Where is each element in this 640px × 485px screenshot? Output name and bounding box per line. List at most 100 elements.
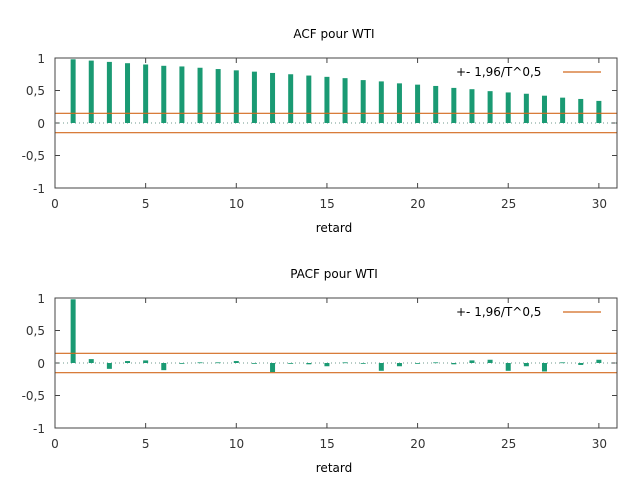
acf-y-tick-labels: 1 0,5 0 -0,5 -1 (22, 52, 45, 196)
pacf-bar (270, 363, 276, 373)
pacf-bar (523, 363, 529, 367)
pacf-bar (88, 359, 94, 363)
acf-bar (233, 70, 239, 123)
pacf-y-tick-label: -1 (33, 422, 45, 436)
pacf-y-tick-label: 1 (37, 292, 45, 306)
pacf-y-tick-label: -0,5 (22, 389, 45, 403)
pacf-bar (378, 363, 384, 371)
acf-x-axis-label: retard (316, 221, 352, 235)
acf-x-tick-label: 0 (51, 197, 59, 211)
pacf-bar (342, 362, 348, 364)
acf-bar (161, 65, 167, 123)
acf-x-tick-label: 30 (592, 197, 607, 211)
pacf-bar (143, 360, 149, 363)
pacf-bar (396, 363, 402, 367)
acf-bar (451, 87, 457, 123)
acf-bar (324, 76, 330, 123)
pacf-bar (415, 363, 421, 364)
acf-y-tick-label: -1 (33, 182, 45, 196)
acf-x-tick-label: 15 (320, 197, 335, 211)
pacf-bar (324, 363, 330, 367)
acf-plot-frame (54, 57, 618, 189)
pacf-bar (469, 360, 475, 363)
acf-bar (396, 83, 402, 123)
pacf-x-tick-label: 15 (320, 437, 335, 451)
pacf-legend-label: +- 1,96/T^0,5 (456, 305, 541, 319)
acf-bar (125, 63, 131, 123)
acf-title: ACF pour WTI (293, 27, 374, 41)
acf-bar (487, 91, 493, 123)
pacf-bar (360, 363, 366, 364)
acf-bar (251, 71, 257, 123)
pacf-bar (541, 363, 547, 372)
pacf-x-tick-label: 20 (410, 437, 425, 451)
pacf-bar (251, 363, 257, 364)
acf-y-tick-label: 1 (37, 52, 45, 66)
pacf-x-tick-label: 5 (142, 437, 150, 451)
acf-bar (433, 85, 439, 123)
pacf-bar (560, 362, 566, 364)
pacf-bar (451, 363, 457, 365)
pacf-bar (70, 299, 76, 363)
acf-bar (197, 67, 203, 123)
acf-x-tick-labels: 0 5 10 15 20 25 30 (51, 197, 607, 211)
pacf-bar (505, 363, 511, 371)
acf-x-tick-label: 5 (142, 197, 150, 211)
acf-x-tick-label: 25 (501, 197, 516, 211)
acf-bar (88, 60, 94, 123)
acf-bar (378, 81, 384, 123)
acf-bar (469, 89, 475, 123)
acf-bar (70, 59, 76, 123)
acf-bar (342, 78, 348, 123)
pacf-bar (233, 361, 239, 363)
acf-bar (143, 64, 149, 123)
acf-panel: ACF pour WTI 1 0,5 0 -0,5 -1 0 5 10 15 2… (22, 27, 618, 235)
pacf-y-tick-label: 0 (37, 357, 45, 371)
acf-bar (270, 72, 276, 123)
acf-y-tick-label: 0 (37, 117, 45, 131)
pacf-x-axis-label: retard (316, 461, 352, 475)
acf-bar (560, 97, 566, 123)
pacf-bar (179, 363, 185, 364)
acf-bar (179, 66, 185, 123)
acf-bar (306, 75, 312, 123)
pacf-plot-frame (54, 297, 618, 429)
pacf-x-tick-labels: 0 5 10 15 20 25 30 (51, 437, 607, 451)
pacf-bar (596, 359, 602, 363)
pacf-bar (125, 361, 131, 363)
pacf-bar (433, 362, 439, 364)
pacf-bar (161, 363, 167, 371)
acf-bar (578, 98, 584, 123)
acf-x-tick-label: 10 (229, 197, 244, 211)
pacf-bar (215, 362, 221, 364)
pacf-y-tick-label: 0,5 (26, 324, 45, 338)
acf-bar (215, 69, 221, 123)
pacf-bar (288, 363, 294, 364)
acf-bar (106, 61, 112, 123)
acf-bar (288, 74, 294, 123)
pacf-x-tick-label: 30 (592, 437, 607, 451)
acf-bar (505, 92, 511, 123)
pacf-bar (106, 363, 112, 369)
pacf-title: PACF pour WTI (290, 267, 378, 281)
acf-bar (541, 95, 547, 123)
pacf-bar (306, 363, 312, 365)
pacf-x-tick-label: 0 (51, 437, 59, 451)
acf-bar (415, 84, 421, 123)
pacf-panel: PACF pour WTI 1 0,5 0 -0,5 -1 0 5 10 15 … (22, 267, 618, 475)
acf-bar (596, 100, 602, 123)
pacf-bar (487, 359, 493, 363)
acf-y-tick-label: 0,5 (26, 84, 45, 98)
acf-x-tick-label: 20 (410, 197, 425, 211)
pacf-x-tick-label: 25 (501, 437, 516, 451)
pacf-x-tick-label: 10 (229, 437, 244, 451)
acf-bar (360, 80, 366, 123)
acf-bar (523, 93, 529, 123)
pacf-bar (197, 362, 203, 364)
pacf-bar (578, 363, 584, 365)
pacf-y-tick-labels: 1 0,5 0 -0,5 -1 (22, 292, 45, 436)
acf-y-tick-label: -0,5 (22, 149, 45, 163)
acf-legend-label: +- 1,96/T^0,5 (456, 65, 541, 79)
